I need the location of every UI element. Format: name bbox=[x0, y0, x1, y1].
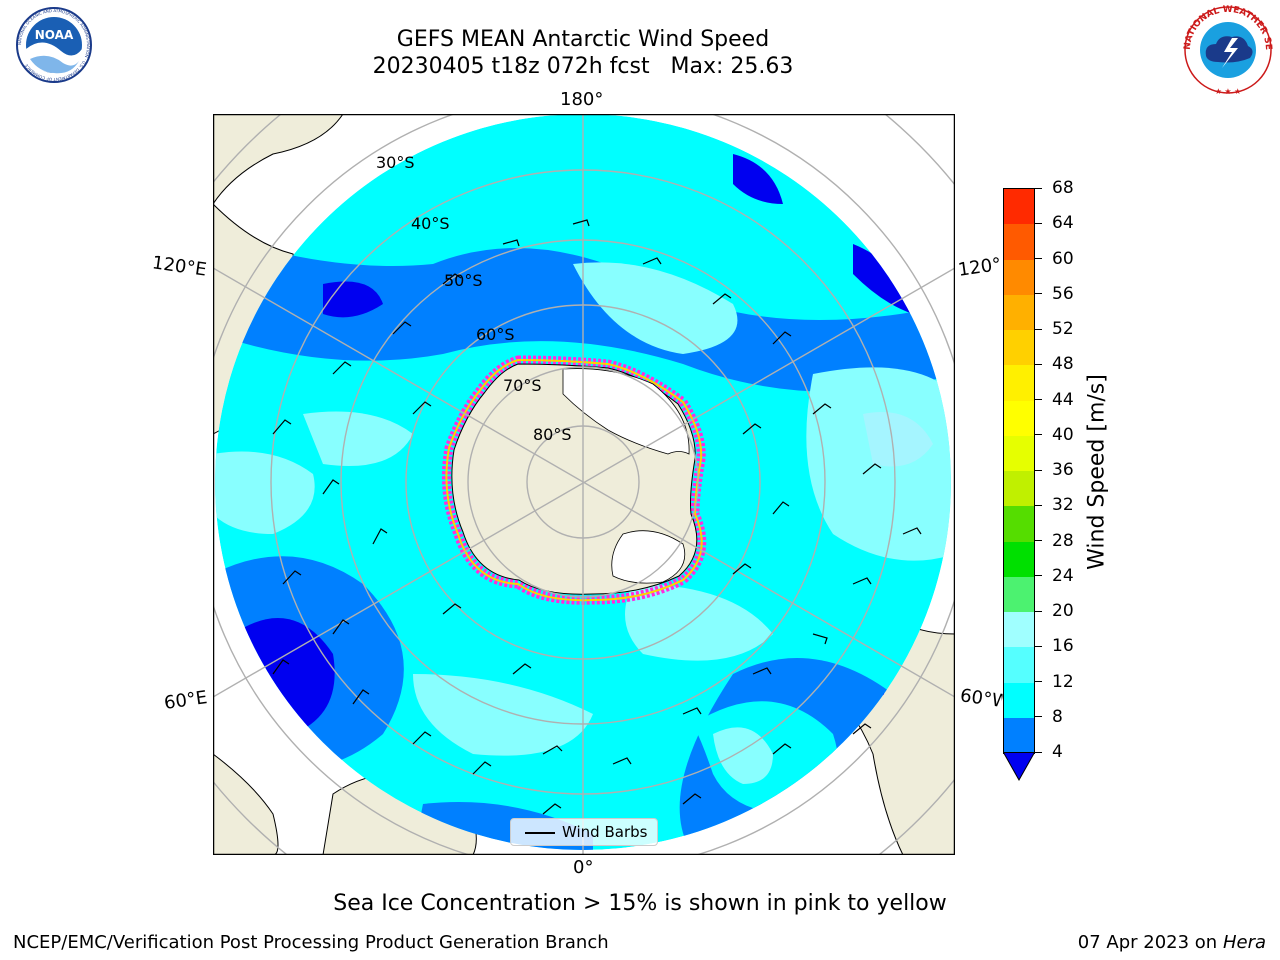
nws-logo: NATIONAL WEATHER SERVICE ★ ★ ★ bbox=[1176, 4, 1273, 96]
colorbar-tick-mark bbox=[1034, 328, 1042, 330]
colorbar-tick-mark bbox=[1034, 363, 1042, 365]
colorbar-segment bbox=[1004, 330, 1034, 366]
colorbar-tick-mark bbox=[1034, 540, 1042, 541]
colorbar-segment bbox=[1004, 682, 1034, 718]
colorbar-tick-label: 52 bbox=[1052, 319, 1074, 339]
colorbar-tick-label: 56 bbox=[1052, 283, 1074, 304]
colorbar bbox=[1003, 188, 1035, 754]
wind-barbs bbox=[272, 219, 922, 815]
lon-label-60e: 60°E bbox=[162, 687, 209, 714]
colorbar-segment bbox=[1004, 259, 1034, 295]
colorbar-tick-label: 24 bbox=[1052, 565, 1074, 586]
colorbar-segment bbox=[1004, 471, 1034, 507]
colorbar-tick-label: 48 bbox=[1052, 354, 1074, 375]
colorbar-segment bbox=[1004, 576, 1034, 612]
colorbar-segment bbox=[1004, 365, 1034, 401]
colorbar-tick-label: 40 bbox=[1052, 424, 1074, 445]
colorbar-tick-mark bbox=[1034, 716, 1042, 718]
svg-text:★ ★ ★: ★ ★ ★ bbox=[1215, 87, 1242, 96]
colorbar-tick-label: 16 bbox=[1052, 636, 1074, 657]
lon-label-60w: 60°W bbox=[958, 685, 1004, 712]
colorbar-tick-mark bbox=[1034, 293, 1042, 295]
colorbar-extend-triangle bbox=[1003, 752, 1035, 782]
footer-date-text: 07 Apr 2023 on bbox=[1077, 932, 1223, 953]
colorbar-tick-label: 4 bbox=[1052, 742, 1063, 762]
lon-label-0: 0° bbox=[573, 857, 594, 878]
footer-date: 07 Apr 2023 on Hera bbox=[1078, 932, 1266, 953]
colorbar-segment bbox=[1004, 612, 1034, 648]
map-subtitle: 20230405 t18z 072h fcst Max: 25.63 bbox=[372, 54, 794, 79]
lat-label-80s: 80°S bbox=[533, 425, 572, 444]
colorbar-tick-label: 44 bbox=[1052, 389, 1074, 410]
colorbar-segment bbox=[1004, 435, 1034, 471]
colorbar-tick-label: 32 bbox=[1052, 495, 1074, 516]
colorbar-tick-label: 28 bbox=[1052, 530, 1074, 551]
lat-label-50s: 50°S bbox=[444, 271, 483, 290]
lat-label-30s: 30°S bbox=[376, 153, 415, 172]
colorbar-segment bbox=[1004, 224, 1034, 260]
colorbar-tick-mark bbox=[1034, 469, 1042, 471]
colorbar-segment bbox=[1004, 717, 1034, 753]
lon-label-120e: 120°E bbox=[150, 252, 208, 281]
wind-barb-legend-swatch bbox=[525, 832, 555, 834]
colorbar-segment bbox=[1004, 189, 1034, 225]
colorbar-tick-mark bbox=[1034, 504, 1042, 506]
noaa-logo: NOAA NATIONAL OCEANIC AND ATMOSPHERIC AD… bbox=[16, 7, 92, 83]
colorbar-tick-mark bbox=[1034, 575, 1042, 577]
lon-label-180: 180° bbox=[560, 89, 604, 110]
colorbar-segment bbox=[1004, 400, 1034, 436]
colorbar-tick-mark bbox=[1034, 399, 1042, 400]
colorbar-tick-label: 68 bbox=[1052, 178, 1074, 198]
colorbar-segment bbox=[1004, 506, 1034, 542]
colorbar-tick-label: 20 bbox=[1052, 601, 1074, 621]
lat-label-60s: 60°S bbox=[476, 325, 515, 344]
colorbar-tick-label: 36 bbox=[1052, 460, 1074, 480]
colorbar-tick-mark bbox=[1034, 434, 1042, 436]
colorbar-tick-label: 8 bbox=[1052, 706, 1063, 727]
colorbar-tick-mark bbox=[1034, 610, 1042, 612]
sea-ice-caption: Sea Ice Concentration > 15% is shown in … bbox=[333, 891, 947, 916]
wind-barb-legend-label: Wind Barbs bbox=[562, 823, 648, 841]
colorbar-tick-mark bbox=[1034, 222, 1042, 224]
graticule bbox=[213, 114, 955, 855]
colorbar-segment bbox=[1004, 647, 1034, 683]
polar-map bbox=[213, 114, 955, 855]
antarctica bbox=[441, 355, 707, 605]
lon-label-120w: 120°W bbox=[956, 254, 1002, 281]
colorbar-tick-mark bbox=[1034, 751, 1042, 753]
footer-machine: Hera bbox=[1222, 932, 1266, 953]
noaa-logo-text: NOAA bbox=[35, 28, 74, 42]
colorbar-tick-mark bbox=[1034, 258, 1042, 259]
colorbar-tick-label: 60 bbox=[1052, 248, 1074, 269]
colorbar-tick-mark bbox=[1034, 645, 1042, 647]
lat-label-40s: 40°S bbox=[411, 214, 450, 233]
footer-credit: NCEP/EMC/Verification Post Processing Pr… bbox=[13, 932, 609, 953]
map-legend: Wind Barbs bbox=[510, 818, 658, 846]
lat-label-70s: 70°S bbox=[503, 376, 542, 395]
colorbar-tick-label: 64 bbox=[1052, 213, 1074, 234]
colorbar-tick-mark bbox=[1034, 187, 1042, 189]
colorbar-segment bbox=[1004, 541, 1034, 577]
map-title: GEFS MEAN Antarctic Wind Speed bbox=[396, 27, 770, 52]
colorbar-label: Wind Speed [m/s] bbox=[1084, 374, 1110, 570]
colorbar-segment bbox=[1004, 294, 1034, 330]
colorbar-tick-mark bbox=[1034, 681, 1042, 682]
colorbar-tick-label: 12 bbox=[1052, 671, 1074, 692]
